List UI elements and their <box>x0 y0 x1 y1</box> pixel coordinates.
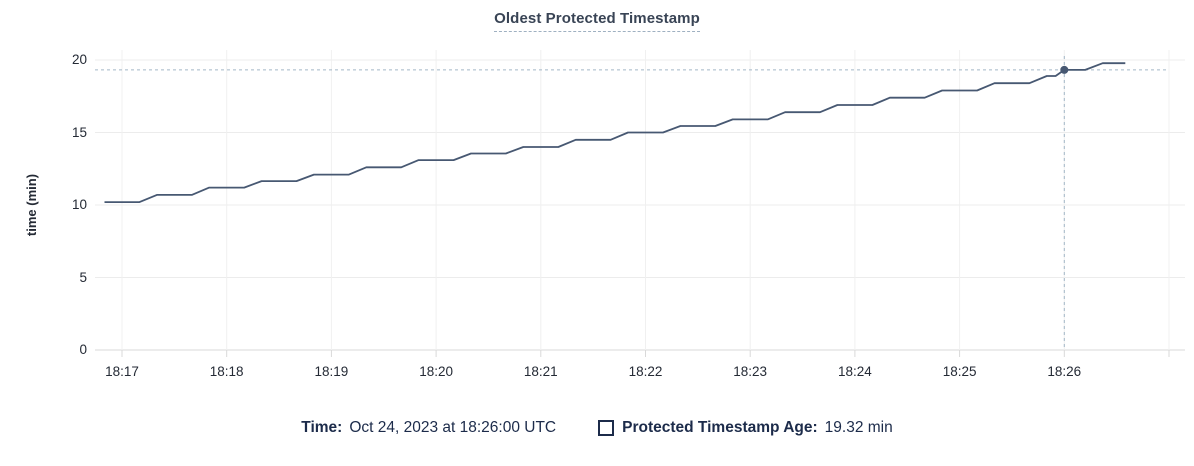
series-value: 19.32 min <box>824 419 893 436</box>
chart-footer-legend: Time: Oct 24, 2023 at 18:26:00 UTC Prote… <box>0 419 1194 437</box>
protected-timestamp-age-line <box>104 62 1126 203</box>
legend-entry-protected-timestamp-age[interactable]: Protected Timestamp Age: 19.32 min <box>598 419 893 437</box>
x-tick-label: 18:24 <box>837 364 872 379</box>
x-tick-label: 18:26 <box>1047 364 1082 379</box>
y-tick-label: 0 <box>79 342 87 357</box>
y-tick-label: 5 <box>79 269 87 285</box>
y-tick-label: 20 <box>71 52 87 67</box>
x-tick-label: 18:25 <box>942 364 977 379</box>
x-tick-label: 18:20 <box>419 364 453 379</box>
hover-time-readout: Time: Oct 24, 2023 at 18:26:00 UTC <box>301 419 556 437</box>
chart-title[interactable]: Oldest Protected Timestamp <box>494 10 700 32</box>
x-tick-label: 18:23 <box>733 364 768 379</box>
chart-title-row: Oldest Protected Timestamp <box>0 10 1194 32</box>
square-outline-icon[interactable] <box>598 420 615 436</box>
x-tick-label: 18:17 <box>105 364 139 379</box>
y-axis-title: time (min) <box>24 173 39 237</box>
highlighted-data-point[interactable] <box>1060 65 1069 74</box>
x-tick-label: 18:19 <box>314 364 349 379</box>
time-label: Time: <box>301 419 343 436</box>
x-tick-label: 18:18 <box>209 364 244 379</box>
x-tick-label: 18:21 <box>523 364 558 379</box>
time-value: Oct 24, 2023 at 18:26:00 UTC <box>349 419 557 436</box>
series-label: Protected Timestamp Age: <box>622 419 818 436</box>
x-tick-label: 18:22 <box>628 364 663 379</box>
y-tick-label: 15 <box>71 124 87 140</box>
y-tick-label: 10 <box>71 197 87 212</box>
